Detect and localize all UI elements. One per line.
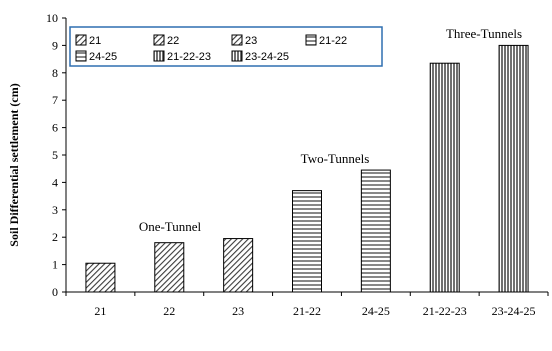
x-tick-label: 22 [163, 304, 175, 318]
y-tick-label: 1 [52, 258, 58, 272]
annotation-one-tunnel: One-Tunnel [139, 219, 202, 234]
bar-24-25 [360, 169, 391, 293]
x-tick-label: 21-22-23 [423, 304, 467, 318]
bar-21 [85, 262, 116, 293]
y-tick-label: 6 [52, 121, 58, 135]
x-tick-label: 23 [232, 304, 244, 318]
legend-label: 23-24-25 [245, 51, 289, 63]
bar-21-22-23 [429, 62, 460, 293]
legend-swatch [75, 50, 87, 62]
legend: 21 22 23 21-22 24-25 21-22-23 23-24-25 [69, 26, 383, 67]
legend-label: 21-22-23 [167, 51, 211, 63]
y-tick-label: 8 [52, 66, 58, 80]
axes [62, 17, 549, 296]
legend-label: 24-25 [89, 51, 117, 63]
legend-swatch [231, 50, 243, 62]
legend-swatch [153, 34, 165, 46]
x-tick-label: 21-22 [293, 304, 321, 318]
annotation-two-tunnels: Two-Tunnels [301, 151, 370, 166]
bar-23-24-25 [498, 44, 529, 293]
y-tick-label: 7 [52, 93, 58, 107]
y-axis-label: Soil Differential settlement (cm) [7, 83, 21, 246]
x-tick-label: 23-24-25 [492, 304, 536, 318]
x-tick-label: 24-25 [362, 304, 390, 318]
y-tick-label: 0 [52, 285, 58, 299]
legend-swatch [231, 34, 243, 46]
legend-swatch [305, 34, 317, 46]
legend-label: 21-22 [319, 35, 347, 47]
legend-label: 22 [167, 35, 179, 47]
y-tick-label: 9 [52, 38, 58, 52]
bar-23 [223, 238, 254, 293]
y-tick-label: 10 [46, 11, 58, 25]
y-tick-label: 3 [52, 203, 58, 217]
annotation-three-tunnels: Three-Tunnels [446, 26, 522, 41]
legend-label: 23 [245, 35, 257, 47]
bar-21-22 [292, 190, 322, 293]
bars [85, 44, 529, 293]
legend-swatch [153, 50, 165, 62]
y-tick-label: 2 [52, 230, 58, 244]
legend-label: 21 [89, 35, 101, 47]
x-tick-label: 21 [94, 304, 106, 318]
y-tick-label: 5 [52, 148, 58, 162]
bar-22 [154, 242, 185, 293]
legend-swatch [75, 34, 87, 46]
legend-frame [69, 26, 383, 67]
y-tick-label: 4 [52, 175, 58, 189]
